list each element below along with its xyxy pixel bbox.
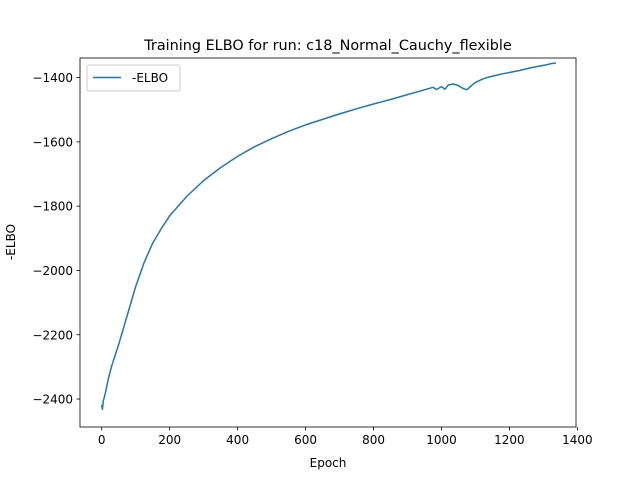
plot-area-frame	[79, 57, 577, 428]
legend: -ELBO	[86, 64, 181, 92]
x-axis-label: Epoch	[310, 456, 347, 470]
y-tick-label: −1600	[32, 135, 73, 149]
y-tick-label: −2400	[32, 393, 73, 407]
chart-title: Training ELBO for run: c18_Normal_Cauchy…	[143, 38, 512, 54]
y-tick-label: −2000	[32, 264, 73, 278]
x-tick-label: 1200	[494, 433, 525, 447]
y-tick-label: −1800	[32, 200, 73, 214]
x-tick-label: 1400	[562, 433, 593, 447]
legend-label: -ELBO	[132, 71, 168, 85]
x-tick-label: 800	[362, 433, 385, 447]
legend-box	[86, 64, 181, 92]
y-tick-label: −2200	[32, 328, 73, 342]
x-axis-ticks: 0 200 400 600 800 1000 1200 1400	[98, 427, 593, 447]
x-tick-label: 400	[226, 433, 249, 447]
x-tick-label: 0	[98, 433, 106, 447]
y-tick-label: −1400	[32, 71, 73, 85]
x-tick-label: 600	[294, 433, 317, 447]
x-tick-label: 1000	[426, 433, 457, 447]
x-tick-label: 200	[158, 433, 181, 447]
y-axis-label: -ELBO	[4, 224, 18, 260]
y-axis-ticks: −2400 −2200 −2000 −1800 −1600 −1400	[32, 71, 80, 407]
series-layer	[100, 62, 557, 411]
series-line-0	[100, 62, 557, 411]
